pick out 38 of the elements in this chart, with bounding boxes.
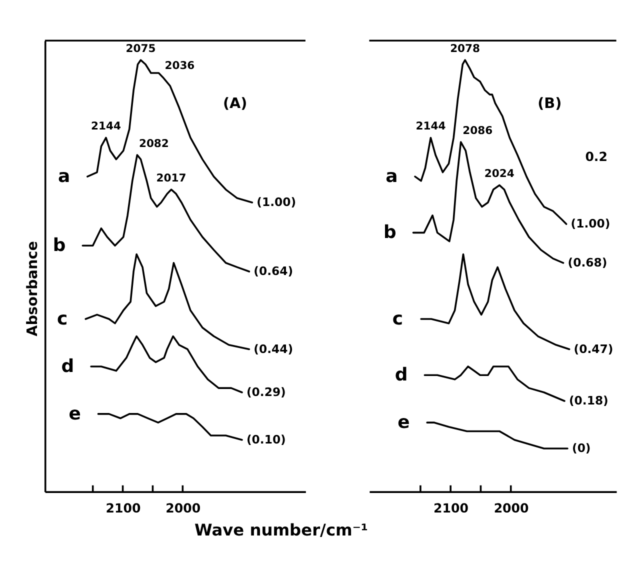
annotation: 2075: [126, 42, 156, 55]
annotation: 2024: [484, 167, 514, 180]
annotation: (0.10): [246, 432, 286, 446]
annotation: (0.29): [246, 384, 286, 399]
annotation: (1.00): [256, 195, 296, 210]
annotation: (0.44): [254, 342, 294, 356]
series-label: a: [386, 166, 398, 187]
y-axis-title: Absorbance: [24, 240, 41, 336]
series-label: c: [392, 308, 404, 330]
series-label: b: [383, 222, 396, 244]
series-label: d: [394, 364, 408, 386]
annotation: (0): [572, 441, 591, 456]
annotation: 2078: [450, 42, 480, 55]
x-tick-label: 2100: [106, 500, 141, 516]
annotation: (0.68): [568, 255, 608, 270]
series-label: e: [68, 403, 81, 424]
series-label: c: [56, 308, 68, 330]
series-label: a: [58, 166, 70, 187]
annotation: 2086: [462, 124, 493, 137]
annotation: (0.64): [254, 264, 294, 278]
x-axis-title: Wave number/cm⁻¹: [194, 520, 368, 540]
series-label: d: [61, 356, 74, 377]
annotation: (0.47): [574, 342, 614, 356]
annotation: 2082: [138, 136, 169, 150]
annotation: 0.2: [585, 149, 608, 164]
x-tick-label: 2000: [494, 500, 530, 516]
annotation: 2144: [91, 120, 121, 133]
series-label: b: [52, 235, 66, 256]
annotation: (B): [538, 96, 562, 112]
annotation: (1.00): [570, 216, 610, 231]
annotation: (0.18): [568, 394, 608, 408]
x-tick-label: 2100: [434, 500, 469, 516]
annotation: 2144: [416, 120, 446, 133]
annotation: 2017: [156, 171, 186, 184]
x-tick-label: 2000: [166, 500, 201, 516]
series-label: e: [398, 412, 410, 433]
annotation: 2036: [164, 59, 195, 72]
annotation: (A): [222, 96, 248, 112]
